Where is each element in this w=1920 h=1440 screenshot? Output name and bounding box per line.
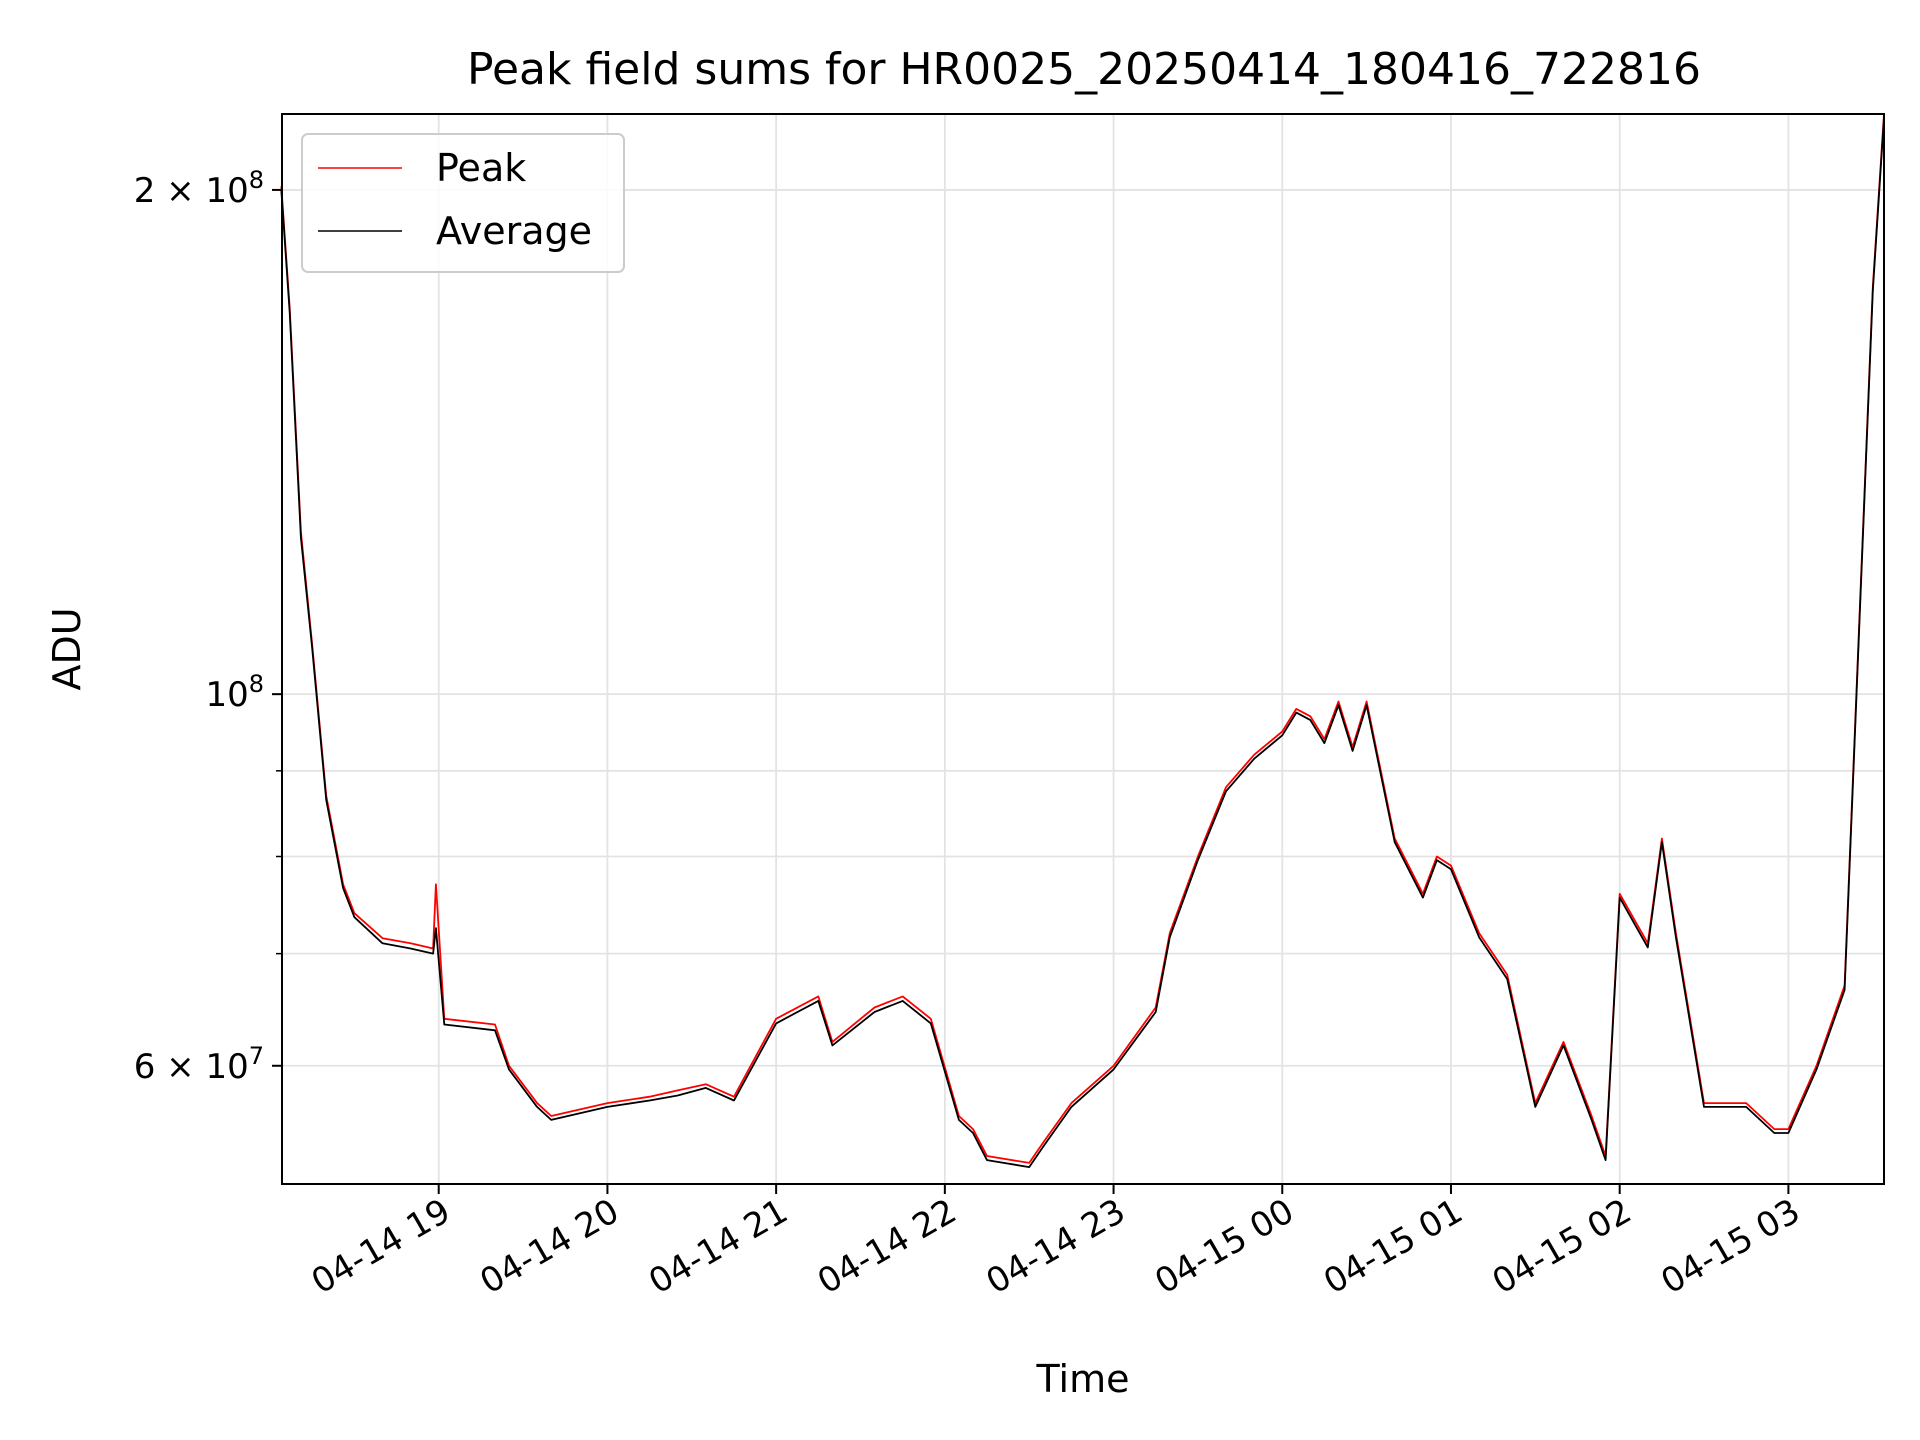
x-axis-label: Time xyxy=(1036,1357,1130,1401)
legend-label-average: Average xyxy=(436,209,592,253)
y-axis-label: ADU xyxy=(45,607,89,690)
chart-title: Peak field sums for HR0025_20250414_1804… xyxy=(467,44,1701,95)
series-line-average xyxy=(280,117,1885,1168)
y-axis: 2 × 108 108 6 × 107 xyxy=(134,166,282,1087)
y-tick-label: 2 × 108 xyxy=(134,166,264,211)
legend-label-peak: Peak xyxy=(436,146,526,190)
legend: Peak Average xyxy=(301,133,625,273)
y-tick-label: 6 × 107 xyxy=(134,1042,264,1087)
series-layer xyxy=(280,113,1885,1168)
y-tick-label: 108 xyxy=(205,670,264,715)
plot-frame xyxy=(281,113,1885,1185)
grid-layer xyxy=(282,114,1884,1184)
